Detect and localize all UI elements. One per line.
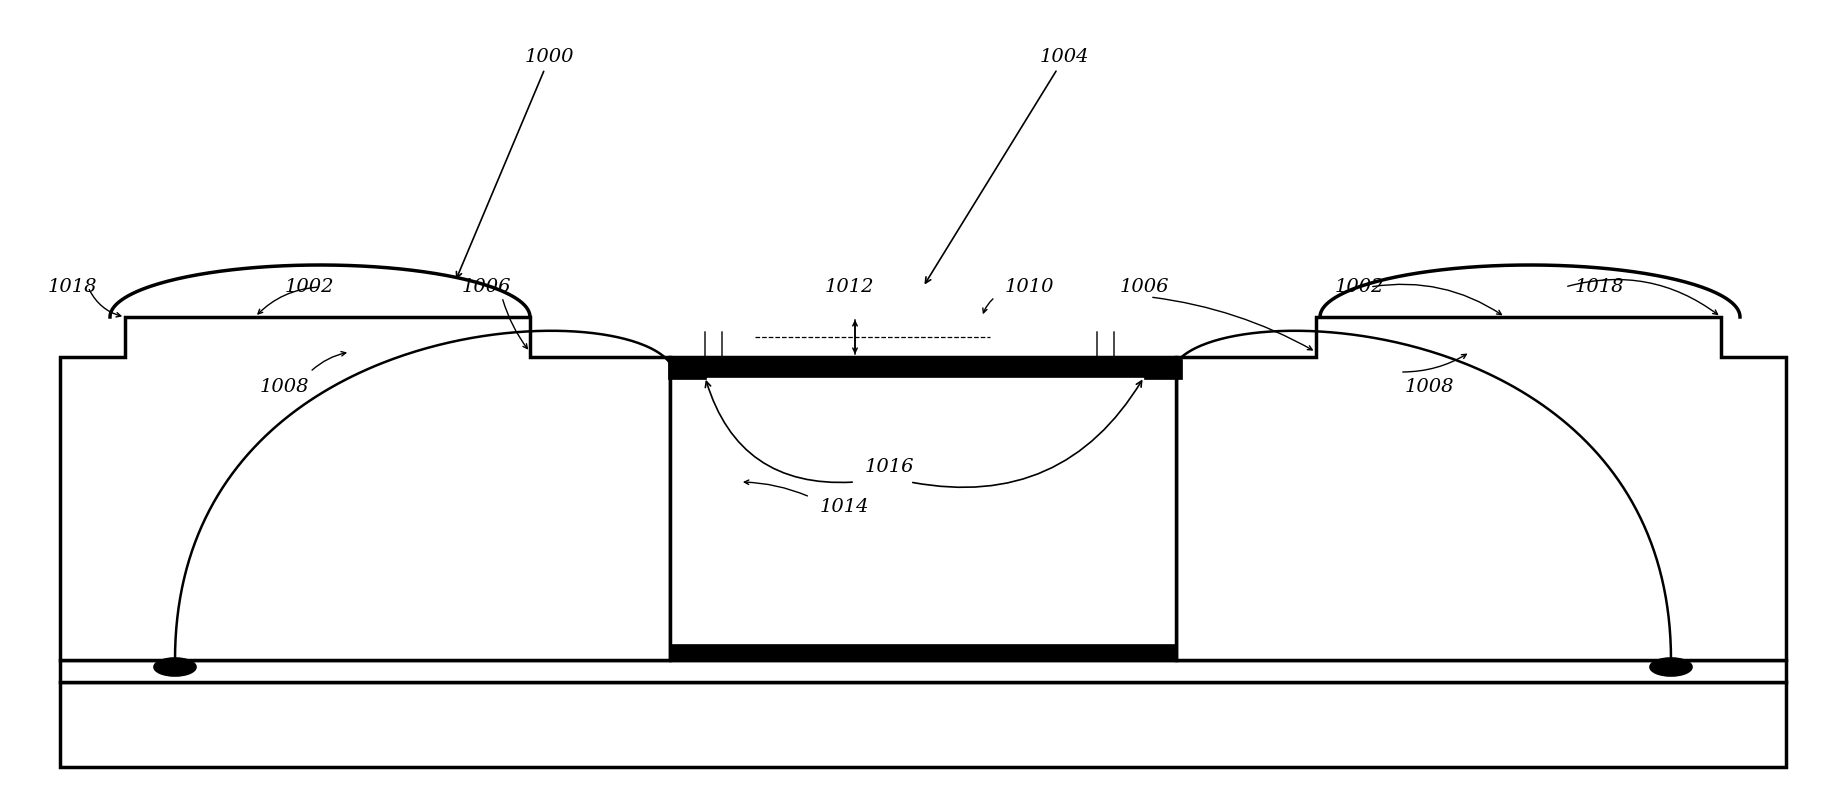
- Text: 1002: 1002: [284, 278, 334, 296]
- Text: 1004: 1004: [925, 48, 1089, 283]
- Polygon shape: [1176, 317, 1785, 660]
- Text: 1018: 1018: [1575, 278, 1624, 296]
- Text: 1016: 1016: [866, 458, 914, 476]
- Polygon shape: [61, 317, 670, 660]
- Text: 1006: 1006: [462, 278, 511, 296]
- Bar: [1145, 359, 1181, 379]
- Text: 1008: 1008: [260, 378, 310, 396]
- Text: 1014: 1014: [820, 498, 869, 516]
- Bar: [61, 660, 1785, 682]
- Bar: [668, 359, 705, 379]
- Ellipse shape: [1650, 658, 1693, 676]
- Bar: [670, 645, 1176, 660]
- Ellipse shape: [153, 658, 196, 676]
- Text: 1012: 1012: [825, 278, 875, 296]
- Text: 1010: 1010: [1004, 278, 1054, 296]
- Text: 1002: 1002: [1335, 278, 1384, 296]
- Text: 1008: 1008: [1405, 378, 1455, 396]
- Text: 1018: 1018: [48, 278, 98, 296]
- Bar: [670, 357, 1176, 377]
- Text: 1000: 1000: [456, 48, 574, 278]
- Bar: [670, 357, 1176, 660]
- Text: 1006: 1006: [1121, 278, 1170, 296]
- Bar: [61, 682, 1785, 767]
